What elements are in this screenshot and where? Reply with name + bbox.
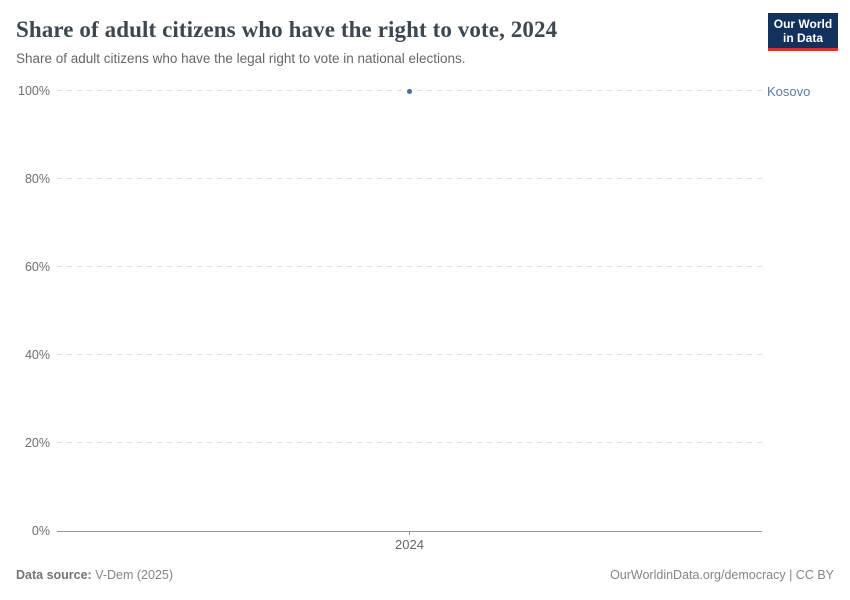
data-source: Data source: V-Dem (2025) <box>16 568 173 582</box>
gridline <box>57 178 762 179</box>
credit-link[interactable]: OurWorldinData.org/democracy | CC BY <box>610 568 834 582</box>
chart-subtitle: Share of adult citizens who have the leg… <box>16 51 466 66</box>
data-source-value: V-Dem (2025) <box>95 568 174 582</box>
data-source-label: Data source: <box>16 568 92 582</box>
plot-area: 0% 20% 40% 60% 80% 100% 2024 Kosovo <box>18 84 810 552</box>
owid-logo-line1: Our World <box>773 16 833 31</box>
gridline <box>57 266 762 267</box>
y-tick-label: 100% <box>18 84 50 98</box>
y-tick-label: 40% <box>24 348 50 362</box>
data-point-kosovo[interactable] <box>407 89 412 94</box>
owid-logo-line2: in Data <box>782 30 823 45</box>
gridline <box>57 442 762 443</box>
entity-label-kosovo[interactable]: Kosovo <box>767 84 811 99</box>
chart-header: Share of adult citizens who have the rig… <box>16 16 756 67</box>
y-tick-label: 60% <box>24 260 50 274</box>
y-tick-label: 0% <box>31 524 50 538</box>
owid-logo[interactable]: Our World in Data <box>768 13 838 51</box>
y-tick-label: 80% <box>24 172 50 186</box>
y-tick-label: 20% <box>24 436 50 450</box>
x-tick-mark <box>409 531 410 535</box>
gridline <box>57 354 762 355</box>
chart-footer: Data source: V-Dem (2025) OurWorldinData… <box>16 568 834 582</box>
chart-title: Share of adult citizens who have the rig… <box>16 17 558 42</box>
x-tick-label: 2024 <box>395 537 424 552</box>
